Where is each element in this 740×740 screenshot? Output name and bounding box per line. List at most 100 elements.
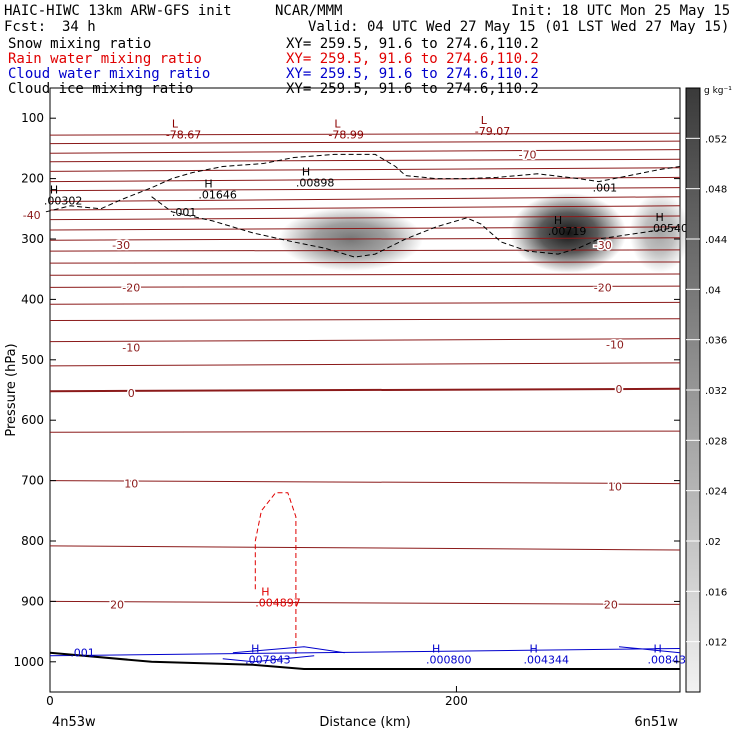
y-tick-label: 700 [21,474,44,488]
extremum-value: .004897 [255,596,300,609]
y-tick-label: 900 [21,594,44,608]
colorbar-tick-label: .012 [705,638,727,649]
extremum-marker: H [653,643,661,656]
field-rain-name: Rain water mixing ratio [8,51,202,67]
colorbar-tick-label: .028 [705,436,727,447]
extremum-value: .00898 [296,177,335,190]
field-snow-xy: XY= 259.5, 91.6 to 274.6,110.2 [286,36,539,52]
x-tick-label: 200 [445,694,468,708]
isotherm-line [49,480,681,485]
snow-shading [278,192,690,273]
cloud-water-contour [49,648,681,657]
field-cloudice-name: Cloud ice mixing ratio [8,81,194,97]
extremum-marker: H [50,184,58,197]
y-tick-label: 300 [21,232,44,246]
valid-label: Valid: 04 UTC Wed 27 May 15 (01 LST Wed … [308,19,730,35]
colorbar-tick-label: .036 [705,336,727,347]
isotherm-label: -20 [122,281,140,294]
isotherm-line [49,261,681,264]
extremum-marker: H [554,214,562,227]
colorbar: .012 .016 .02 .024 .028 .032 .036 .04 .044 .048 .0… [685,86,732,693]
extremum-marker: H [432,643,440,656]
extremum-marker: H [530,643,538,656]
init-label: Init: 18 UTC Mon 25 May 15 [511,3,731,19]
extremum-marker: L [172,117,179,130]
isotherm-line [49,545,681,551]
extremum-value: .004344 [524,654,570,667]
isotherm-line [49,149,681,154]
field-rain-xy: XY= 259.5, 91.6 to 274.6,110.2 [286,51,539,67]
contour-label: .001 [172,206,197,219]
extremum-value: .000800 [426,654,472,667]
colorbar-tick-label: .024 [705,487,727,498]
extremum-value: .00302 [44,195,83,208]
isotherm-line [49,237,681,241]
isotherm-line [49,215,681,221]
isotherm-line [49,318,681,322]
extremum-value: .00843 [647,654,686,667]
extremum-value: .00719 [548,225,587,238]
isotherm-label: 20 [110,598,124,611]
isotherm-line [49,158,681,163]
colorbar-tick-label: .032 [705,386,727,397]
field-snow-name: Snow mixing ratio [8,36,152,52]
y-tick-label: 400 [21,292,44,306]
colorbar-unit: g kg⁻¹ [704,86,732,96]
extremum-marker: L [481,114,488,127]
isotherm-line [49,167,681,172]
field-cloudwater-name: Cloud water mixing ratio [8,66,211,82]
y-axis-label: Pressure (hPa) [4,343,19,436]
cloud-ice-contour [45,153,681,213]
y-tick-label: 800 [21,534,44,548]
isotherm-line [49,140,681,145]
extremum-value: .01646 [198,189,237,202]
isotherm-label: 0 [128,387,135,400]
rain-contour [254,492,297,656]
x-end-location: 6n51w [634,715,678,730]
x-axis-label: Distance (km) [319,715,410,730]
isotherm-line [49,285,681,288]
isotherm-line [49,387,681,393]
y-tick-label: 200 [21,172,44,186]
colorbar-tick-label: .02 [705,537,721,548]
mixing-ratio-contours [45,153,681,670]
isotherm-line [49,430,681,433]
isotherm-line [49,249,681,252]
colorbar-tick-label: .016 [705,587,727,598]
colorbar-tick-label: .04 [705,285,721,296]
y-tick-label: 500 [21,353,44,367]
temperature-contours [49,132,681,605]
cloud-water-contour [618,646,681,654]
isotherm-line [49,187,681,192]
field-cloudwater-xy: XY= 259.5, 91.6 to 274.6,110.2 [286,66,539,82]
isotherm-line [49,205,681,211]
isotherm-label: -70 [519,148,537,161]
isotherm-line [49,600,681,605]
org-label: NCAR/MMM [275,3,343,19]
x-start-location: 4n53w [52,715,96,730]
isotherm-line [49,196,681,203]
isotherm-label: -40 [23,209,41,222]
isotherm-label: -10 [122,342,140,355]
extremum-marker: H [251,643,259,656]
contour-label: .001 [70,647,95,660]
isotherm-label: -10 [606,339,624,352]
fcst-label: Fcst: [4,19,47,35]
isotherm-line [49,338,681,343]
isotherm-line [49,132,681,136]
y-tick-label: 1000 [13,655,44,669]
extremum-value: -78.67 [166,128,201,141]
isotherm-line [49,362,681,367]
colorbar-tick-label: .044 [705,235,727,246]
field-cloudice-xy: XY= 259.5, 91.6 to 274.6,110.2 [286,81,539,97]
cloud-water-contour [222,646,345,663]
extremum-marker: L [334,117,341,130]
plot-frame [49,87,681,693]
extremum-value: .007843 [245,654,291,667]
extremum-marker: H [204,178,212,191]
fcst-value: 34 h [62,19,96,35]
extremum-marker: H [261,585,269,598]
